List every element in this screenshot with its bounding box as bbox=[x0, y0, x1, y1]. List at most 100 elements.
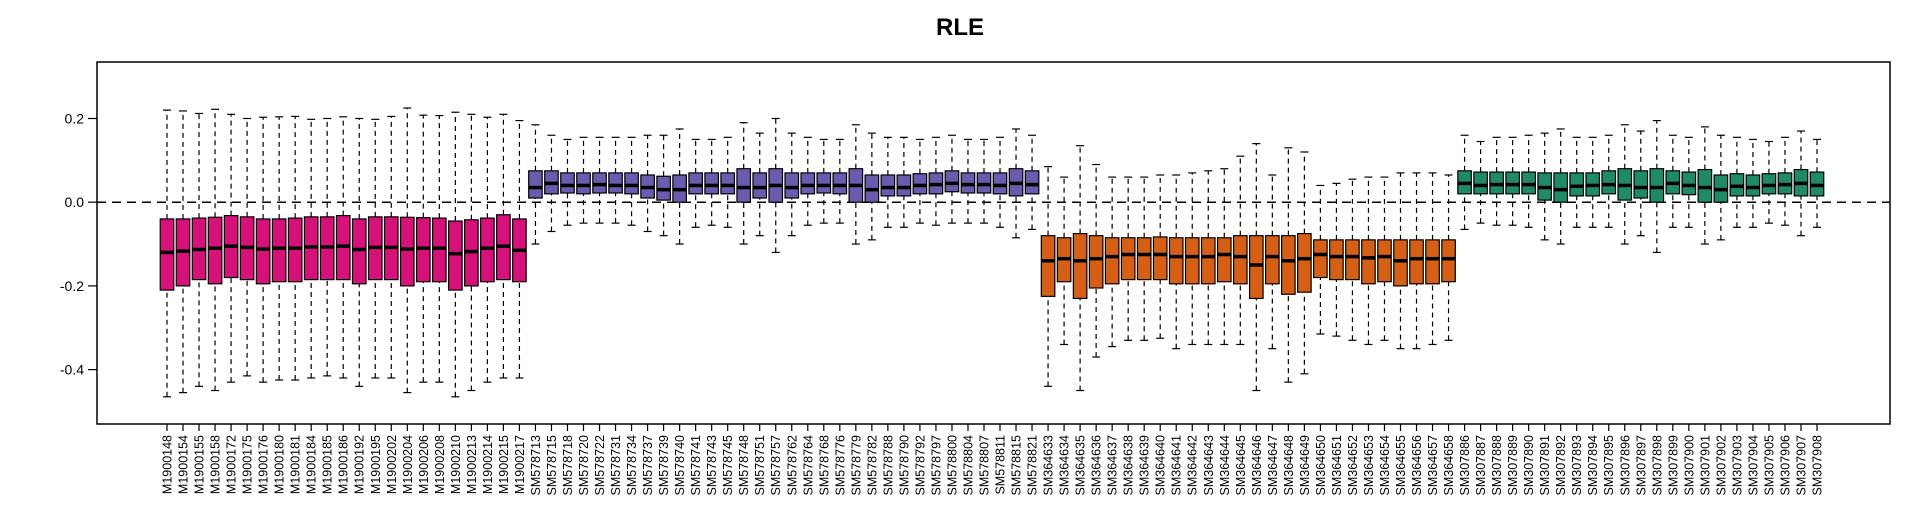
iqr-box bbox=[255, 218, 271, 285]
box-SM578745 bbox=[720, 136, 736, 228]
x-tick-label: SM307888 bbox=[1490, 435, 1504, 496]
iqr-box bbox=[1024, 170, 1040, 195]
box-SM578739 bbox=[656, 134, 671, 237]
box-M1900206 bbox=[415, 114, 431, 383]
box-SM307888 bbox=[1489, 136, 1504, 226]
x-tick-label: SM578762 bbox=[785, 435, 799, 496]
x-tick-label: M1900180 bbox=[273, 435, 287, 494]
box-M1900184 bbox=[303, 118, 319, 379]
box-SM364651 bbox=[1329, 182, 1344, 337]
x-tick-label: M1900186 bbox=[337, 435, 351, 494]
box-SM578779 bbox=[848, 124, 864, 245]
plot-frame bbox=[96, 61, 1891, 425]
iqr-box bbox=[800, 172, 816, 195]
iqr-box bbox=[1441, 239, 1456, 283]
iqr-box bbox=[880, 174, 896, 197]
x-tick-label: SM578821 bbox=[1026, 435, 1040, 496]
x-tick-label: SM364652 bbox=[1346, 435, 1360, 496]
box-SM578734 bbox=[624, 136, 639, 226]
iqr-box bbox=[1569, 172, 1585, 197]
box-SM307892 bbox=[1553, 128, 1569, 245]
box-SM307899 bbox=[1665, 134, 1681, 228]
x-tick-label: SM578720 bbox=[577, 435, 591, 496]
box-M1900213 bbox=[464, 113, 479, 392]
box-SM578720 bbox=[576, 136, 591, 224]
iqr-box bbox=[528, 170, 543, 199]
box-M1900175 bbox=[239, 117, 255, 377]
box-SM364647 bbox=[1264, 174, 1280, 350]
box-SM307906 bbox=[1777, 136, 1793, 226]
iqr-box bbox=[1329, 239, 1344, 281]
iqr-box bbox=[1168, 237, 1184, 285]
box-M1900155 bbox=[191, 112, 207, 387]
x-tick-label: SM307892 bbox=[1554, 435, 1568, 496]
box-SM578782 bbox=[864, 132, 880, 241]
x-tick-label: M1900192 bbox=[353, 435, 367, 494]
x-tick-label: SM307894 bbox=[1586, 435, 1600, 496]
box-SM578776 bbox=[832, 138, 848, 224]
x-tick-label: M1900175 bbox=[241, 435, 255, 494]
x-tick-label: SM307906 bbox=[1778, 435, 1792, 496]
iqr-box bbox=[1120, 237, 1136, 281]
iqr-box bbox=[1745, 174, 1761, 197]
iqr-box bbox=[1425, 239, 1440, 285]
iqr-box bbox=[1184, 237, 1200, 285]
box-SM364657 bbox=[1425, 172, 1440, 346]
box-SM364637 bbox=[1104, 176, 1120, 348]
x-tick-label: SM307897 bbox=[1634, 435, 1648, 496]
box-SM307908 bbox=[1809, 138, 1825, 228]
chart-title: RLE bbox=[936, 14, 984, 41]
x-tick-label: SM578797 bbox=[929, 435, 943, 496]
box-SM364641 bbox=[1168, 174, 1184, 350]
x-tick-label: SM578776 bbox=[833, 435, 847, 496]
iqr-box bbox=[351, 218, 367, 285]
x-tick-label: SM364658 bbox=[1442, 435, 1456, 496]
iqr-box bbox=[1473, 171, 1488, 195]
iqr-box bbox=[1104, 237, 1120, 285]
box-SM307907 bbox=[1793, 130, 1809, 237]
box-M1900202 bbox=[383, 115, 399, 379]
x-tick-label: SM578748 bbox=[737, 435, 751, 496]
iqr-box bbox=[1393, 239, 1408, 287]
iqr-box bbox=[784, 172, 800, 199]
box-M1900214 bbox=[480, 116, 495, 383]
box-SM578741 bbox=[688, 138, 703, 228]
x-tick-label: SM364656 bbox=[1410, 435, 1424, 496]
box-SM578737 bbox=[640, 134, 655, 233]
iqr-box bbox=[1040, 235, 1056, 297]
x-tick-label: SM364654 bbox=[1378, 435, 1392, 496]
x-tick-label: SM307900 bbox=[1682, 435, 1696, 496]
box-SM578821 bbox=[1024, 134, 1040, 230]
iqr-box bbox=[1088, 235, 1104, 289]
box-SM364638 bbox=[1120, 176, 1136, 341]
x-tick-label: M1900204 bbox=[401, 435, 415, 494]
x-tick-label: SM307889 bbox=[1506, 435, 1520, 496]
boxes-layer bbox=[159, 107, 1825, 398]
x-tick-label: SM364638 bbox=[1122, 435, 1136, 496]
iqr-box bbox=[896, 174, 912, 197]
box-SM364654 bbox=[1377, 176, 1392, 341]
x-tick-label: SM578790 bbox=[897, 435, 911, 496]
x-tick-label: SM307901 bbox=[1698, 435, 1712, 496]
x-tick-label: SM578741 bbox=[689, 435, 703, 496]
box-SM364646 bbox=[1248, 143, 1264, 392]
iqr-box bbox=[1601, 170, 1617, 195]
box-SM307891 bbox=[1537, 132, 1553, 241]
iqr-box bbox=[1264, 235, 1280, 285]
box-SM364649 bbox=[1297, 151, 1312, 375]
box-SM307902 bbox=[1713, 134, 1729, 241]
iqr-box bbox=[1377, 239, 1392, 283]
iqr-box bbox=[688, 172, 703, 195]
box-SM307893 bbox=[1569, 136, 1585, 228]
x-tick-label: SM578739 bbox=[657, 435, 671, 496]
box-SM307897 bbox=[1633, 130, 1649, 237]
y-axis: -0.4 -0.2 0.0 0.2 bbox=[60, 110, 97, 378]
x-tick-label: SM307899 bbox=[1666, 435, 1680, 496]
box-SM364644 bbox=[1216, 168, 1232, 346]
x-tick-label: SM578811 bbox=[994, 435, 1008, 495]
box-M1900195 bbox=[367, 118, 383, 379]
x-tick-label: SM578779 bbox=[849, 435, 863, 496]
box-M1900210 bbox=[447, 111, 463, 398]
box-SM578743 bbox=[704, 138, 720, 226]
x-tick-label: M1900210 bbox=[449, 435, 463, 494]
